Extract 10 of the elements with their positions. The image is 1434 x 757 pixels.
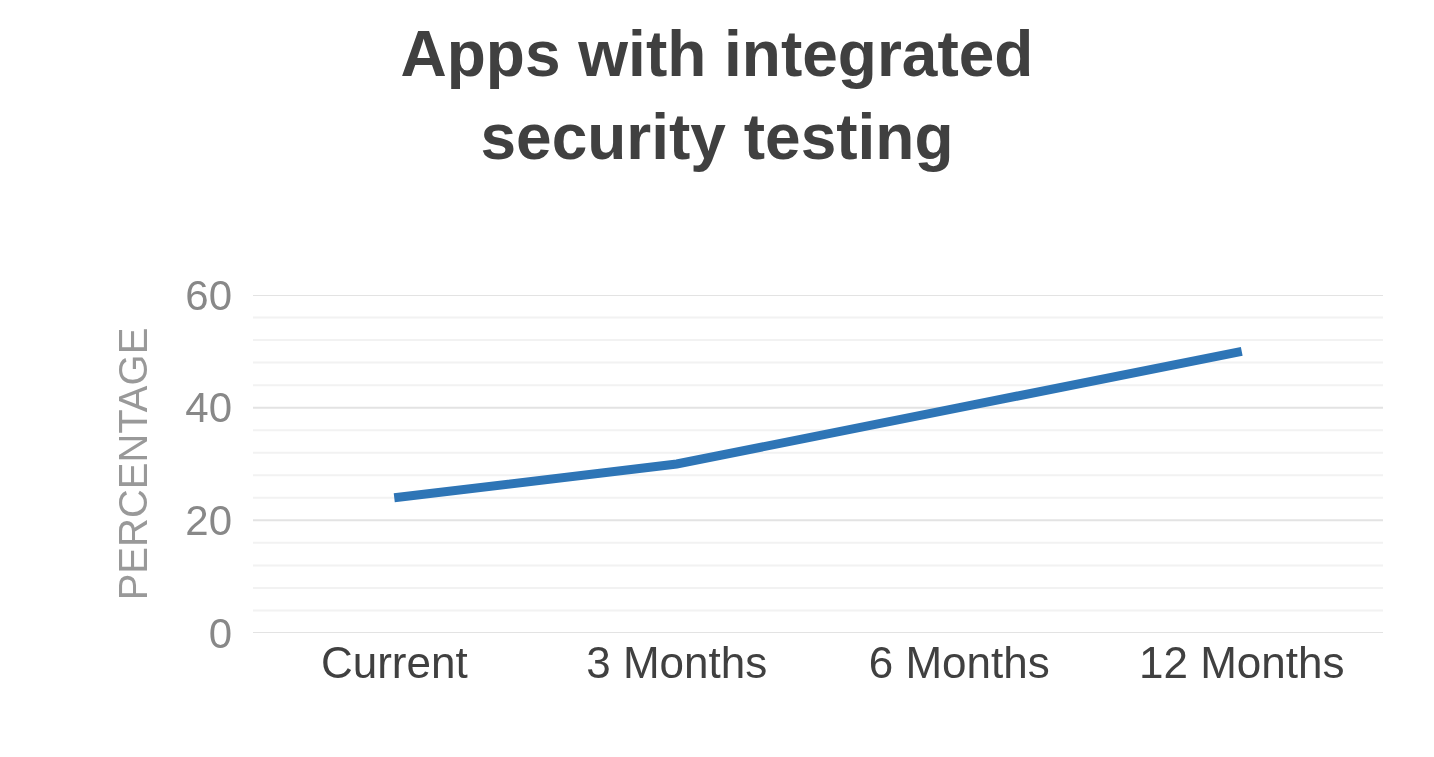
x-tick-label: 3 Months (586, 638, 768, 687)
chart-title: Apps with integrated security testing (400, 17, 1034, 173)
x-tick-label: 12 Months (1139, 638, 1345, 687)
y-axis-title: PERCENTAGE (110, 327, 155, 601)
y-tick-label: 0 (208, 609, 232, 657)
x-tick-label: 6 Months (868, 638, 1050, 687)
y-tick-label: 20 (185, 497, 232, 545)
x-tick-label: Current (320, 638, 468, 687)
y-tick-label: 40 (185, 384, 232, 432)
y-tick-label: 60 (185, 271, 232, 319)
